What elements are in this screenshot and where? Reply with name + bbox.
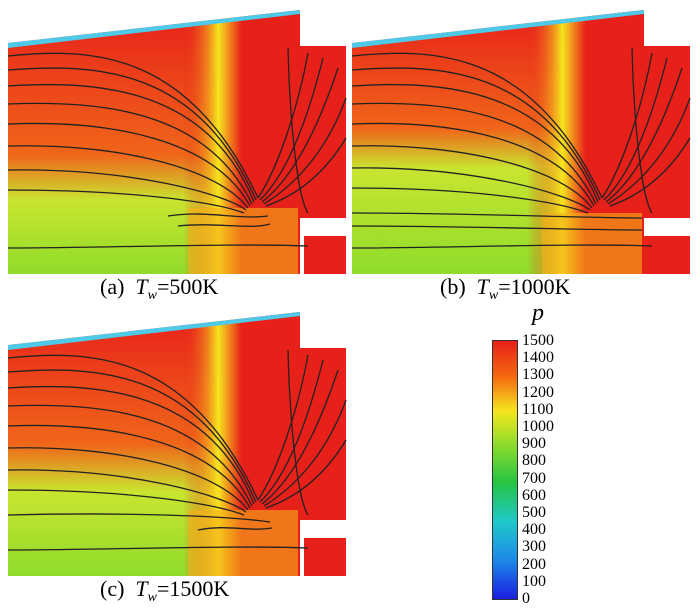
colorbar-tick-label: 1500 [522, 332, 554, 349]
panel-b [352, 8, 692, 274]
caption-b: (b) Tw=1000K [440, 274, 571, 303]
colorbar-tick-label: 1100 [522, 400, 554, 418]
flow-field-a [8, 10, 347, 274]
colorbar-tick-label: 700 [522, 469, 546, 487]
colorbar-tick-label: 0 [522, 590, 530, 607]
colorbar-tick-label: 1000 [522, 418, 554, 435]
colorbar-tick-label: 400 [522, 521, 546, 539]
colorbar-tick-label: 200 [522, 555, 546, 573]
colorbar-tick-label: 1400 [522, 349, 554, 367]
panel-a [8, 8, 348, 274]
panel-c [8, 310, 348, 576]
colorbar-tick-label: 900 [522, 435, 546, 453]
colorbar-tick-label: 1200 [522, 383, 554, 401]
colorbar [492, 340, 518, 600]
colorbar-tick-label: 100 [522, 572, 546, 590]
colorbar-tick-label: 800 [522, 452, 546, 470]
caption-c: (c) Tw=1500K [100, 576, 230, 605]
colorbar-title: p [532, 300, 544, 326]
flow-field-c [8, 312, 347, 576]
flow-field-b [352, 10, 691, 274]
colorbar-tick-label: 600 [522, 486, 546, 504]
colorbar-tick-label: 1300 [522, 366, 554, 384]
colorbar-tick-label: 300 [522, 538, 546, 556]
colorbar-tick-label: 500 [522, 504, 546, 521]
caption-a: (a) Tw=500K [100, 274, 219, 303]
